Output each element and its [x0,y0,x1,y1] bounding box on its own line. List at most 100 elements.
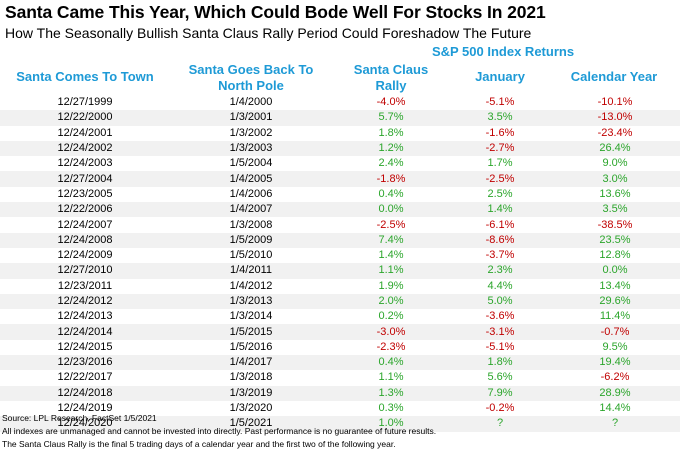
cell-end: 1/4/2006 [229,187,273,200]
cell-start: 12/24/2018 [0,385,170,401]
cell-end: 1/5/2009 [170,232,332,248]
cell-rally: 1.2% [332,140,450,157]
cell-january: 5.0% [450,293,550,310]
table-row: 12/24/2007 1/3/2008 -2.5% -6.1% -38.5% [0,217,680,232]
table-row: 12/27/2010 1/4/2011 1.1% 2.3% 0.0% [0,263,680,279]
cell-rally: 5.7% [332,110,450,126]
page-subtitle: How The Seasonally Bullish Santa Claus R… [5,25,532,41]
cell-start: 12/24/2003 [57,157,113,170]
cell-start: 12/27/1999 [57,96,113,109]
cell-start: 12/22/2000 [0,110,170,126]
cell-end: 1/4/2017 [170,355,332,371]
cell-start: 12/27/2004 [0,171,170,187]
cell-january: 1.4% [450,202,550,218]
column-header-start: Santa Comes To Town [2,69,168,85]
footnote-disclaimer: All indexes are unmanaged and cannot be … [2,426,437,436]
cell-january: -3.6% [485,310,515,323]
cell-rally: 1.3% [332,385,450,401]
table-row: 12/24/2014 1/5/2015 -3.0% -3.1% -0.7% [0,324,680,340]
cell-start: 12/24/2020 [0,416,170,432]
cell-calendar: 23.5% [550,232,680,248]
table-row: 12/22/2006 1/4/2007 0.0% 1.4% 3.5% [0,202,680,218]
cell-calendar: 26.4% [550,140,680,157]
column-header-january-label: January [475,69,525,84]
cell-january: 5.6% [487,371,513,384]
cell-rally: -2.5% [376,218,406,231]
table-row: 12/24/2009 1/5/2010 1.4% -3.7% 12.8% [0,248,680,263]
cell-january: -8.6% [450,232,550,248]
cell-end: 1/5/2016 [229,340,273,353]
table-row: 12/22/2017 1/3/2018 1.1% 5.6% -6.2% [0,370,680,385]
cell-end: 1/4/2011 [170,263,332,279]
cell-rally: -4.0% [376,96,406,109]
table-row: 12/24/2008 1/5/2009 7.4% -8.6% 23.5% [0,232,680,248]
cell-rally: 1.0% [332,416,450,432]
cell-end: 1/3/2003 [170,140,332,157]
cell-rally: 0.4% [332,355,450,371]
cell-rally: 0.2% [378,310,404,323]
cell-end: 1/3/2001 [170,110,332,126]
table-row: 12/24/2012 1/3/2013 2.0% 5.0% 29.6% [0,293,680,310]
cell-january: -3.7% [485,249,515,262]
table-row: 12/24/2020 1/5/2021 1.0%?? [0,416,680,432]
cell-end: 1/4/2005 [170,171,332,187]
cell-calendar: -13.0% [550,110,680,126]
cell-january: 1.7% [487,157,513,170]
cell-january: -0.2% [485,402,515,415]
cell-start: 12/24/2008 [0,232,170,248]
table-row: 12/27/1999 1/4/2000 -4.0% -5.1% -10.1% [0,95,680,110]
cell-start: 12/22/2006 [0,202,170,218]
cell-calendar: 11.4% [599,310,631,323]
cell-january: 7.9% [450,385,550,401]
cell-january: -6.1% [485,218,515,231]
cell-calendar: 12.8% [599,249,631,262]
column-header-rally-line2: Rally [375,78,407,93]
cell-calendar: 3.5% [550,202,680,218]
cell-rally: -1.8% [332,171,450,187]
cell-calendar: -38.5% [597,218,633,231]
cell-rally: -2.3% [376,340,406,353]
cell-rally: 0.4% [378,187,404,200]
cell-start: 12/23/2011 [57,279,113,292]
cell-january: -5.1% [485,340,515,353]
table-row: 12/23/2005 1/4/2006 0.4% 2.5% 13.6% [0,187,680,202]
cell-end: 1/5/2004 [229,157,273,170]
cell-start: 12/24/2019 [57,402,113,415]
cell-calendar: 9.5% [602,340,628,353]
cell-end: 1/3/2002 [229,126,273,139]
cell-calendar: 29.6% [550,293,680,310]
cell-rally: 1.8% [378,126,404,139]
column-header-rally-line1: Santa Claus [353,62,429,77]
cell-calendar: 19.4% [550,355,680,371]
returns-table: 12/27/1999 1/4/2000 -4.0% -5.1% -10.1% 12/22/… [0,95,680,432]
cell-end: 1/3/2008 [229,218,273,231]
cell-rally: 1.4% [378,249,404,262]
column-header-end-line2: North Pole [218,78,284,93]
cell-rally: 2.4% [378,157,404,170]
cell-start: 12/22/2017 [57,371,113,384]
cell-calendar: -0.7% [550,324,680,340]
cell-calendar: 28.9% [550,385,680,401]
column-header-rally: Santa Claus Rally [332,62,450,94]
cell-end: 1/3/2020 [229,402,273,415]
cell-end: 1/4/2012 [229,279,273,292]
cell-rally: 7.4% [332,232,450,248]
cell-start: 12/24/2007 [57,218,113,231]
cell-start: 12/24/2015 [57,340,113,353]
table-row: 12/23/2011 1/4/2012 1.9% 4.4% 13.4% [0,279,680,294]
cell-calendar: ? [550,416,680,432]
cell-start: 12/24/2002 [0,140,170,157]
cell-january: -2.5% [450,171,550,187]
table-row: 12/24/2019 1/3/2020 0.3% -0.2% 14.4% [0,401,680,416]
cell-end: 1/5/2015 [170,324,332,340]
cell-start: 12/23/2005 [57,187,113,200]
cell-january: 2.3% [450,263,550,279]
column-header-end-line1: Santa Goes Back To [188,62,314,77]
cell-end: 1/3/2019 [170,385,332,401]
footnote-source: Source: LPL Research, FactSet 1/5/2021 [2,413,157,423]
table-row: 12/23/2016 1/4/2017 0.4% 1.8% 19.4% [0,355,680,371]
cell-end: 1/3/2014 [229,310,273,323]
page-title: Santa Came This Year, Which Could Bode W… [5,2,546,22]
cell-start: 12/24/2014 [0,324,170,340]
table-row: 12/24/2018 1/3/2019 1.3% 7.9% 28.9% [0,385,680,401]
